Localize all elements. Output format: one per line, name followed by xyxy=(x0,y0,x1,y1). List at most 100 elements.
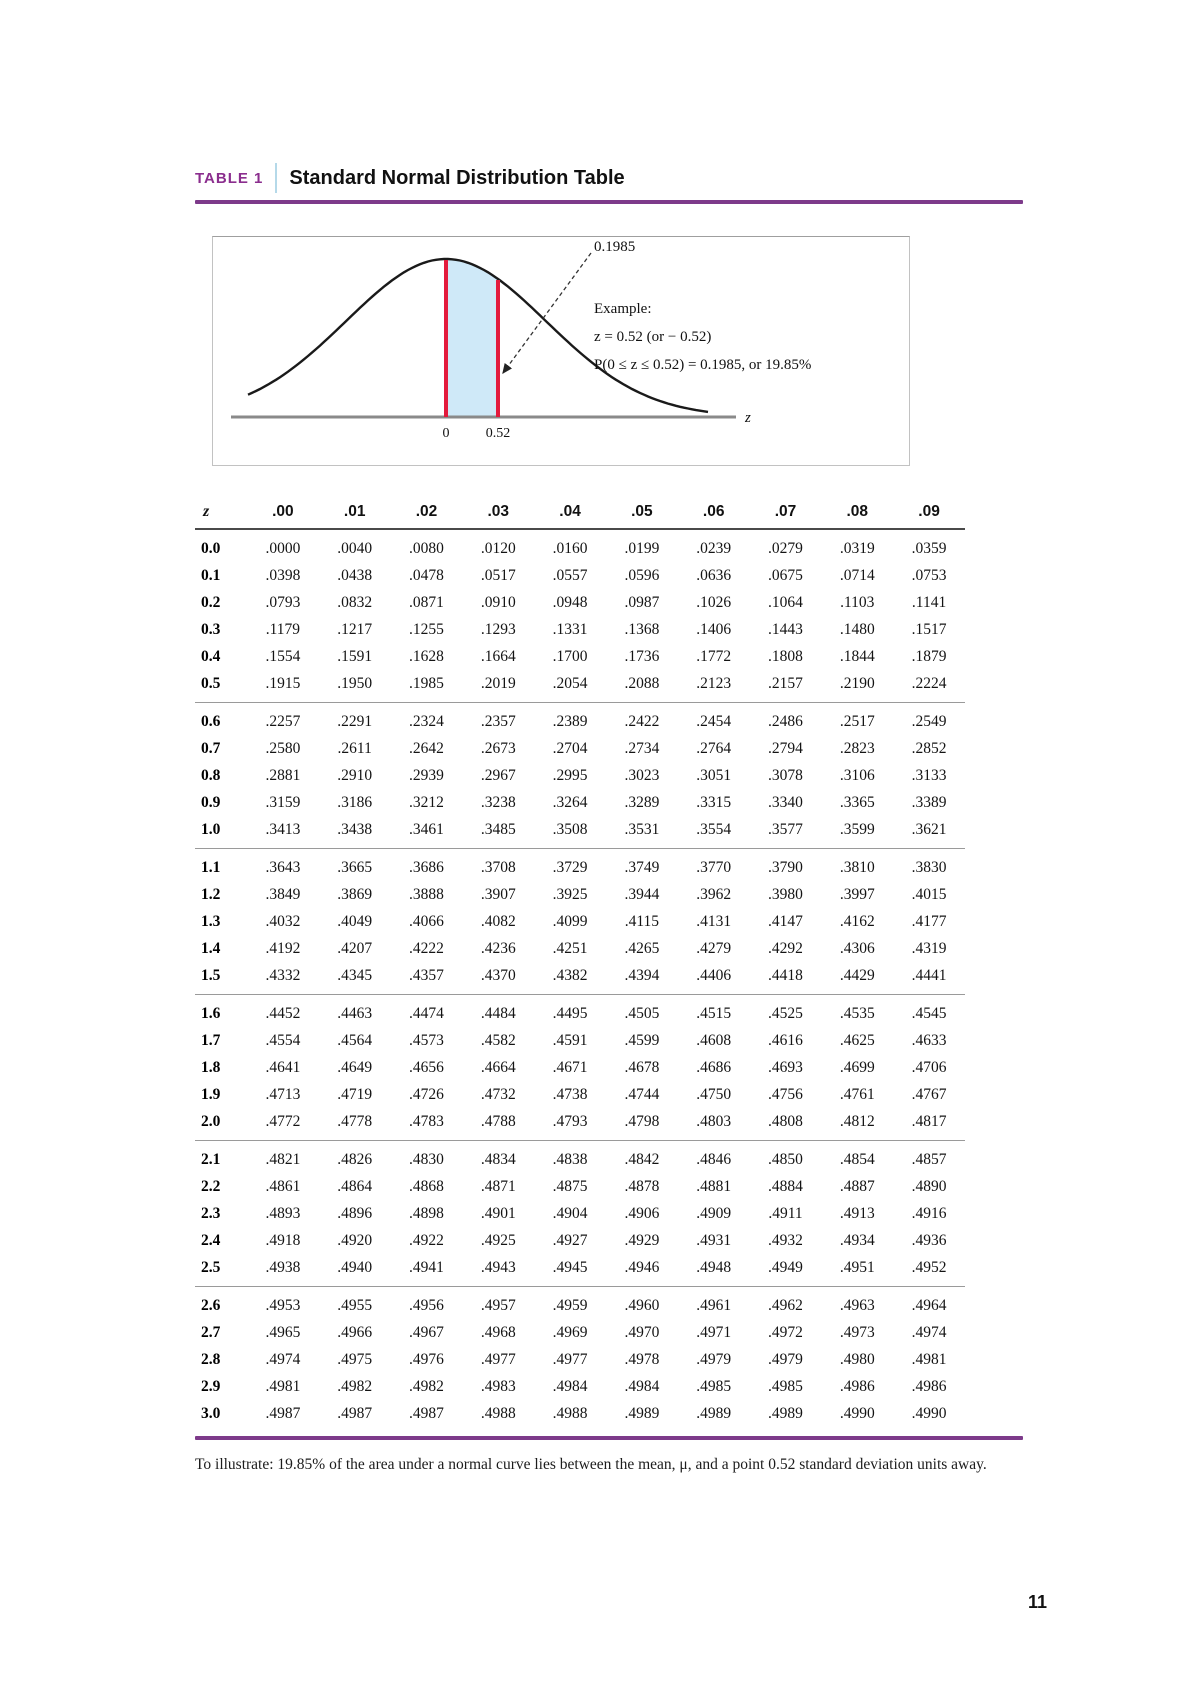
z-value: 0.6 xyxy=(201,713,221,730)
probability-cell: .4901 xyxy=(480,1205,516,1222)
probability-cell: .2734 xyxy=(624,740,660,757)
probability-cell: .4554 xyxy=(265,1032,301,1049)
probability-cell: .4678 xyxy=(624,1059,660,1076)
probability-cell: .4719 xyxy=(337,1086,373,1103)
probability-cell: .2881 xyxy=(265,767,301,784)
probability-cell: .4834 xyxy=(480,1151,516,1168)
probability-cell: .3264 xyxy=(552,794,588,811)
probability-cell: .2673 xyxy=(480,740,516,757)
z-value: 1.5 xyxy=(201,967,221,984)
probability-cell: .4909 xyxy=(696,1205,732,1222)
probability-cell: .3023 xyxy=(624,767,660,784)
probability-cell: .0478 xyxy=(409,567,444,584)
probability-cell: .4495 xyxy=(552,1005,588,1022)
probability-cell: .3389 xyxy=(911,794,947,811)
z-value: 1.0 xyxy=(201,821,221,838)
probability-cell: .4131 xyxy=(696,913,732,930)
probability-cell: .4306 xyxy=(839,940,875,957)
probability-cell: .3643 xyxy=(265,859,301,876)
probability-cell: .4968 xyxy=(480,1324,516,1341)
probability-cell: .3621 xyxy=(911,821,947,838)
probability-cell: .4929 xyxy=(624,1232,660,1249)
col-header: .09 xyxy=(893,494,965,530)
probability-cell: .3051 xyxy=(696,767,732,784)
probability-cell: .4222 xyxy=(409,940,444,957)
z-value: 2.5 xyxy=(201,1259,221,1276)
probability-cell: .4394 xyxy=(624,967,660,984)
probability-cell: .4798 xyxy=(624,1113,660,1130)
probability-cell: .2257 xyxy=(265,713,301,730)
probability-cell: .4927 xyxy=(552,1232,588,1249)
probability-cell: .4591 xyxy=(552,1032,588,1049)
probability-cell: .2357 xyxy=(480,713,516,730)
probability-cell: .4988 xyxy=(480,1405,516,1422)
probability-cell: .3106 xyxy=(839,767,875,784)
z-value: 0.3 xyxy=(201,621,221,638)
probability-cell: .4664 xyxy=(480,1059,516,1076)
probability-cell: .3830 xyxy=(911,859,947,876)
probability-cell: .4850 xyxy=(768,1151,803,1168)
example-probability-line: P(0 ≤ z ≤ 0.52) = 0.1985, or 19.85% xyxy=(594,357,812,373)
z-value: 1.3 xyxy=(201,913,221,930)
probability-cell: .4987 xyxy=(409,1405,444,1422)
probability-cell: .0359 xyxy=(911,540,947,557)
probability-cell: .4969 xyxy=(552,1324,588,1341)
probability-cell: .4778 xyxy=(337,1113,373,1130)
table-row: 2.3 .4893 .4896 .4898 .4901 .4904 .4906 .4909 .4… xyxy=(195,1200,965,1227)
col-header: .06 xyxy=(677,494,750,530)
probability-cell: .0000 xyxy=(265,540,301,557)
probability-cell: .4452 xyxy=(265,1005,301,1022)
z-value: 1.9 xyxy=(201,1086,221,1103)
probability-cell: .2019 xyxy=(480,675,516,692)
probability-cell: .1879 xyxy=(911,648,947,665)
probability-cell: .3365 xyxy=(839,794,875,811)
probability-cell: .4821 xyxy=(265,1151,301,1168)
col-header: .01 xyxy=(318,494,391,530)
probability-cell: .4625 xyxy=(839,1032,875,1049)
z-value: 0.1 xyxy=(201,567,221,584)
probability-cell: .4977 xyxy=(480,1351,516,1368)
probability-cell: .4974 xyxy=(265,1351,301,1368)
example-heading: Example: xyxy=(594,301,652,317)
probability-cell: .4861 xyxy=(265,1178,301,1195)
probability-cell: .4441 xyxy=(911,967,947,984)
probability-cell: .3599 xyxy=(839,821,875,838)
probability-cell: .3665 xyxy=(337,859,373,876)
probability-cell: .1293 xyxy=(480,621,516,638)
footnote: To illustrate: 19.85% of the area under … xyxy=(195,1456,987,1473)
probability-cell: .3133 xyxy=(911,767,947,784)
probability-cell: .4932 xyxy=(768,1232,803,1249)
probability-cell: .4345 xyxy=(337,967,373,984)
probability-cell: .4963 xyxy=(839,1297,875,1314)
table-row: 2.2 .4861 .4864 .4868 .4871 .4875 .4878 .4881 .4… xyxy=(195,1173,965,1200)
area-value-label: 0.1985 xyxy=(594,239,636,255)
probability-cell: .1772 xyxy=(696,648,732,665)
probability-cell: .4890 xyxy=(911,1178,947,1195)
probability-cell: .3212 xyxy=(409,794,444,811)
probability-cell: .4990 xyxy=(839,1405,875,1422)
probability-cell: .4177 xyxy=(911,913,947,930)
probability-cell: .1700 xyxy=(552,648,588,665)
probability-cell: .4983 xyxy=(480,1378,516,1395)
z-value: 2.4 xyxy=(201,1232,221,1249)
probability-cell: .4854 xyxy=(839,1151,875,1168)
probability-cell: .4973 xyxy=(839,1324,875,1341)
probability-cell: .4967 xyxy=(409,1324,444,1341)
probability-cell: .1808 xyxy=(768,648,803,665)
z-value: 0.0 xyxy=(201,540,221,557)
probability-cell: .4738 xyxy=(552,1086,588,1103)
probability-cell: .4793 xyxy=(552,1113,588,1130)
probability-cell: .4871 xyxy=(480,1178,516,1195)
probability-cell: .4207 xyxy=(337,940,373,957)
probability-cell: .2088 xyxy=(624,675,660,692)
probability-cell: .1368 xyxy=(624,621,660,638)
probability-cell: .0517 xyxy=(480,567,516,584)
probability-cell: .3849 xyxy=(265,886,301,903)
probability-cell: .4686 xyxy=(696,1059,732,1076)
probability-cell: .4951 xyxy=(839,1259,875,1276)
probability-cell: .4699 xyxy=(839,1059,875,1076)
z-value: 1.8 xyxy=(201,1059,221,1076)
table-row: 2.8 .4974 .4975 .4976 .4977 .4977 .4978 .4979 .4… xyxy=(195,1346,965,1373)
probability-cell: .4988 xyxy=(552,1405,588,1422)
